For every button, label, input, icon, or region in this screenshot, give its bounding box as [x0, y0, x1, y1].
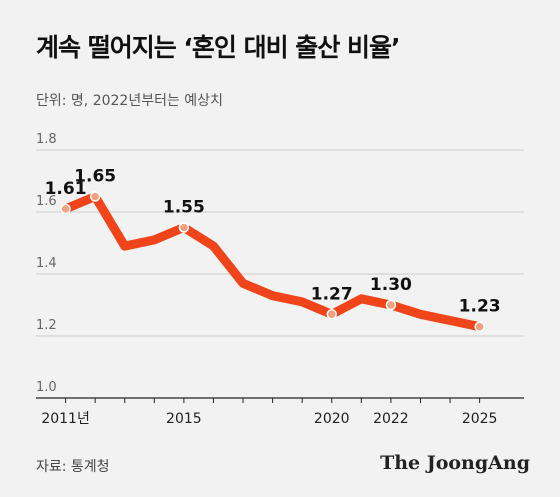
data-label: 1.23 [459, 297, 501, 317]
data-point [178, 222, 190, 233]
x-tick-label: 2022 [373, 411, 409, 427]
y-tick-label: 1.4 [36, 256, 57, 271]
y-tick-label: 1.8 [36, 132, 57, 147]
x-tick-label: 2020 [314, 411, 350, 427]
data-point [60, 203, 71, 215]
data-label: 1.30 [370, 275, 412, 295]
y-tick-label: 1.0 [36, 380, 57, 395]
series-line [61, 192, 485, 332]
data-point [474, 321, 485, 332]
y-tick-label: 1.2 [36, 318, 57, 333]
source-note: 자료: 통계청 [36, 459, 110, 475]
data-label: 1.27 [311, 284, 353, 304]
data-point [326, 309, 338, 320]
y-tick-label: 1.6 [36, 194, 57, 209]
data-label: 1.65 [74, 167, 116, 187]
chart-title: 계속 떨어지는 ‘혼인 대비 출산 비율’ [36, 33, 401, 62]
x-tick-label: 2025 [462, 411, 498, 427]
unit-note: 단위: 명, 2022년부터는 예상치 [36, 93, 223, 109]
data-point [89, 191, 101, 202]
x-tick-label: 2015 [166, 411, 202, 427]
data-point [385, 299, 397, 311]
data-label: 1.61 [45, 179, 87, 199]
brand-logo: The JoongAng [380, 452, 530, 474]
data-label: 1.55 [163, 198, 205, 218]
x-tick-label: 2011년 [41, 411, 90, 427]
